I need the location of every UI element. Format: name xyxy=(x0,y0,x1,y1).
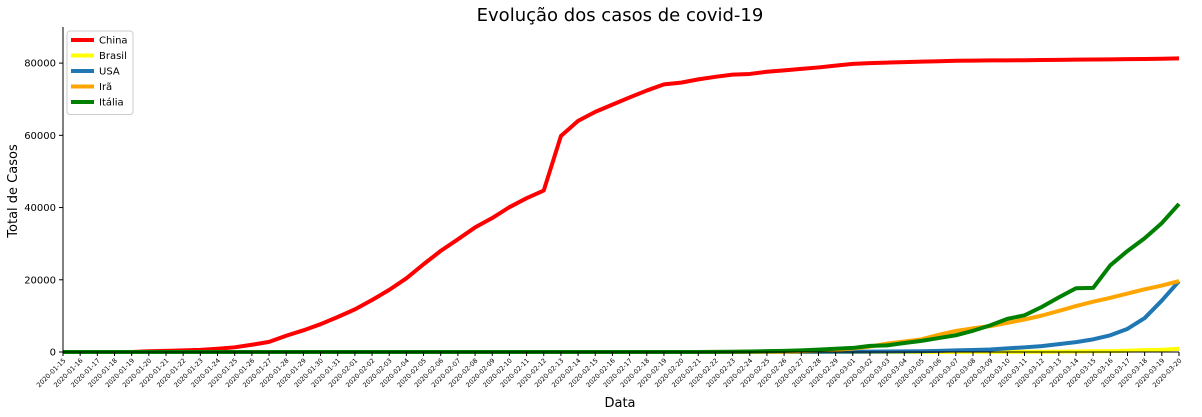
y-tick-label: 80000 xyxy=(24,59,56,70)
y-tick-label: 60000 xyxy=(24,131,56,142)
y-tick-label: 0 xyxy=(50,348,56,359)
y-axis-ticks: 0 20000 40000 60000 80000 xyxy=(24,59,63,359)
legend: China Brasil USA Irã Itália xyxy=(66,30,134,115)
chart-title: Evolução dos casos de covid-19 xyxy=(477,5,764,26)
y-tick-label: 40000 xyxy=(24,203,56,214)
legend-label: Itália xyxy=(99,97,124,109)
y-axis-label: Total de Casos xyxy=(6,144,21,239)
legend-box xyxy=(66,30,134,115)
x-axis-ticks: 2020-01-152020-01-162020-01-172020-01-18… xyxy=(35,352,1183,389)
legend-label: USA xyxy=(99,67,120,78)
plot-area: 0 20000 40000 60000 80000 2020-01-152020-01-… xyxy=(24,27,1183,389)
series-line-itália xyxy=(63,202,1181,354)
legend-label: China xyxy=(99,36,128,47)
series-layer xyxy=(63,56,1181,354)
x-axis-label: Data xyxy=(604,396,635,411)
legend-label: Brasil xyxy=(99,51,127,62)
series-line-china xyxy=(63,56,1180,354)
y-tick-label: 20000 xyxy=(24,275,56,286)
legend-label: Irã xyxy=(99,82,112,93)
